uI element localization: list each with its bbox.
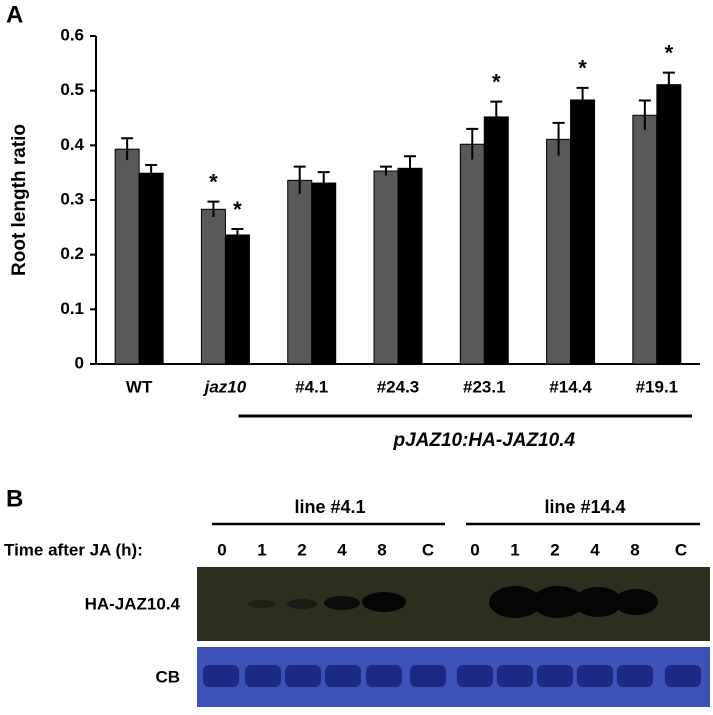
bands [248, 586, 658, 618]
x-tick-label: #23.1 [463, 377, 506, 396]
panel-label: B [6, 485, 23, 512]
x-tick-label: #4.1 [295, 377, 328, 396]
lane-label: 4 [590, 540, 600, 559]
lane-label: 0 [470, 540, 479, 559]
significance: * [233, 197, 242, 222]
lane-labels: 0 1 2 4 8 C 0 1 2 4 8 C [217, 540, 687, 559]
error-bar [552, 121, 565, 156]
error-bar [145, 164, 158, 182]
lane-label: C [422, 540, 434, 559]
lane-label: 8 [630, 540, 639, 559]
x-tick-label: jaz10 [203, 377, 247, 396]
bar [138, 172, 164, 365]
band [362, 592, 406, 612]
lane-label: 8 [377, 540, 386, 559]
error-bar [231, 227, 244, 241]
error-bar [293, 165, 306, 194]
lane-label: 2 [297, 540, 306, 559]
band [324, 596, 360, 610]
error-bar [490, 100, 503, 133]
plot: 0 0.1 0.2 0.3 0.4 0.5 0.6 WT jaz10 * * #4.1 #24.3 #23… [60, 25, 700, 451]
time-label: Time after JA (h): [4, 540, 143, 559]
y-axis-label: Root length ratio [9, 124, 30, 276]
error-bar [466, 127, 479, 160]
lane-label: 1 [510, 540, 519, 559]
lane-label: C [675, 540, 687, 559]
error-bar [380, 165, 392, 176]
lane-label: 0 [217, 540, 226, 559]
error-bar [404, 155, 416, 181]
lane-label: 4 [337, 540, 347, 559]
row-label: HA-JAZ10.4 [85, 594, 181, 613]
bar [224, 234, 250, 365]
lane-label: 2 [550, 540, 559, 559]
x-tick-label: WT [126, 377, 153, 396]
bar [632, 114, 658, 365]
cb-bands [203, 665, 701, 687]
group-label: pJAZ10:HA-JAZ10.4 [392, 430, 575, 451]
x-tick-label: #24.3 [377, 377, 420, 396]
error-bar [662, 71, 675, 97]
y-tick-label: 0.5 [60, 80, 84, 99]
bar [459, 143, 485, 365]
y-tick-label: 0.1 [60, 299, 84, 318]
bar [483, 116, 509, 365]
x-tick-label: #19.1 [636, 377, 679, 396]
band [489, 586, 541, 618]
y-tick-label: 0.3 [60, 189, 84, 208]
bar [311, 182, 337, 365]
line-label: line #14.4 [544, 497, 625, 517]
bar [373, 170, 399, 365]
error-bar [638, 99, 651, 131]
band [574, 587, 622, 617]
bar [397, 167, 423, 365]
error-bar [576, 86, 589, 112]
x-tick-label: #14.4 [549, 377, 592, 396]
band [248, 600, 276, 608]
y-tick-label: 0 [75, 353, 84, 372]
line-label: line #4.1 [294, 497, 365, 517]
panel-label: A [6, 1, 23, 28]
y-tick-label: 0.2 [60, 244, 84, 263]
row-label: CB [155, 667, 180, 686]
error-bar [317, 171, 330, 194]
bar [200, 208, 226, 365]
band [532, 586, 584, 618]
significance: * [665, 40, 674, 65]
band [614, 589, 658, 615]
significance: * [492, 69, 501, 94]
error-bar [207, 200, 220, 217]
significance: * [578, 56, 587, 81]
bar [570, 99, 596, 365]
significance: * [209, 169, 218, 194]
bar [546, 138, 572, 365]
y-tick-label: 0.4 [60, 135, 84, 154]
band [287, 599, 317, 609]
bar [287, 179, 313, 365]
lane-label: 1 [257, 540, 266, 559]
bar [114, 148, 140, 365]
error-bar [121, 137, 134, 161]
bar [656, 84, 682, 365]
y-tick-label: 0.6 [60, 25, 84, 44]
